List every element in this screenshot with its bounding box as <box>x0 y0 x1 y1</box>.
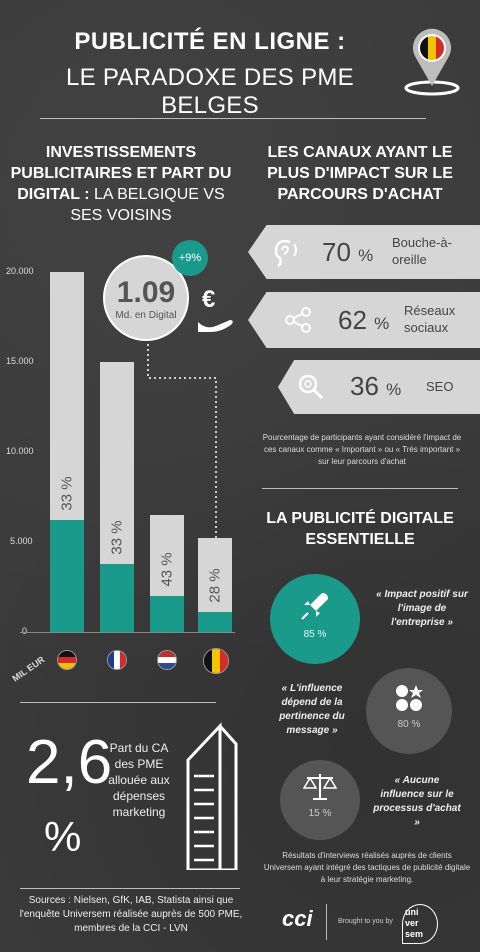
channel-pct: 36 % <box>350 371 402 401</box>
share-value: 2,6 <box>26 728 113 797</box>
y-tick: 10.000 <box>6 446 34 456</box>
sources-text: Sources : Nielsen, GfK, IAB, Statista ai… <box>19 895 243 934</box>
channels-title: LES CANAUX AYANT LE PLUS D'IMPACT SUR LE… <box>267 144 453 203</box>
shapes-circle: 80 % <box>366 668 452 754</box>
digital-highlight-circle: 1.09 Md. en Digital <box>103 255 189 341</box>
channels-note: Pourcentage de participants ayant consid… <box>262 433 462 466</box>
growth-badge: +9% <box>172 240 208 276</box>
rocket-icon <box>301 592 328 620</box>
cci-logo: cci <box>282 906 313 931</box>
investments-title-light: LA BELGIQUE VS SES VOISINS <box>70 186 225 224</box>
share-unit: % <box>44 813 82 860</box>
flag-netherlands-icon <box>157 650 177 670</box>
digital-highlight-value: 1.09 <box>116 275 176 309</box>
universem-logo: uni ver sem <box>402 904 438 944</box>
bar-data-label: 28 % <box>206 568 224 603</box>
bar-total: 33 % <box>100 362 134 632</box>
quote-no-influence: « Aucune influence sur le processus d'ac… <box>373 775 461 828</box>
ear-icon <box>268 234 302 275</box>
digital-note: Résultats d'interviews réalisés auprès d… <box>263 851 471 884</box>
brought-text: Brought to you by <box>338 918 393 925</box>
header-divider <box>40 118 426 119</box>
bar-digital <box>100 563 134 632</box>
digital-title: LA PUBLICITÉ DIGITALE ESSENTIELLE <box>266 510 454 548</box>
bar-chart: 20.000 15.000 10.000 5.000 0 MIL EUR 33 … <box>0 240 240 700</box>
scale-pct: 15 % <box>308 807 332 819</box>
rocket-pct: 85 % <box>303 628 327 640</box>
main-subtitle: LE PARADOXE DES PME BELGES <box>65 64 354 119</box>
shapes-pct: 80 % <box>397 718 421 730</box>
left-divider <box>20 702 216 703</box>
quote-image: « Impact positif sur l'image de l'entrep… <box>376 589 468 628</box>
digital-highlight-caption: Md. en Digital <box>115 309 177 321</box>
euro-icon: € <box>202 286 216 313</box>
channel-pct: 62 % <box>338 305 390 335</box>
scale-icon <box>303 773 337 800</box>
bar-digital <box>198 612 232 632</box>
quote-pertinence: « L'influence dépend de la pertinence du… <box>279 683 345 736</box>
growth-badge-text: +9% <box>178 252 202 264</box>
magnifier-icon <box>296 372 326 407</box>
footer-divider <box>20 888 240 889</box>
x-axis-line <box>20 632 235 633</box>
share-label: Part du CA des PME allouée aux dépenses … <box>108 741 170 819</box>
bar-digital <box>50 520 84 632</box>
shapes-icon <box>396 684 423 711</box>
channel-label: Réseaux sociaux <box>404 303 456 335</box>
rocket-circle: 85 % <box>270 574 360 664</box>
logo-separator <box>326 904 327 940</box>
bar-total: 28 % <box>198 538 232 632</box>
y-tick: 20.000 <box>6 266 34 276</box>
channel-label: SEO <box>426 379 454 394</box>
share-icon <box>284 306 312 339</box>
y-tick: 0 <box>22 626 28 636</box>
scale-circle: 15 % <box>280 760 360 840</box>
channel-pct: 70 % <box>322 237 374 267</box>
connector-line <box>147 344 217 540</box>
investments-title: INVESTISSEMENTS PUBLICITAIRES ET PART DU… <box>10 142 232 226</box>
flag-belgium-icon <box>203 648 229 674</box>
bar-total: 33 % <box>50 272 84 632</box>
bar-digital <box>150 596 184 632</box>
right-divider <box>262 488 458 489</box>
flag-germany-icon <box>57 650 77 670</box>
investments-title-bold: INVESTISSEMENTS PUBLICITAIRES ET PART DU… <box>10 144 232 203</box>
y-tick: 5.000 <box>10 536 33 546</box>
flag-france-icon <box>107 650 127 670</box>
building-icon <box>180 720 240 875</box>
hand-icon <box>196 318 236 339</box>
main-title: PUBLICITÉ EN LIGNE : <box>74 28 346 55</box>
bar-total: 43 % <box>150 515 184 632</box>
unit-label: MIL EUR <box>10 654 47 684</box>
belgium-pin-icon <box>402 24 462 96</box>
channel-label: Bouche-à-oreille <box>392 235 452 267</box>
y-tick: 15.000 <box>6 356 34 366</box>
channel-seo <box>278 360 480 414</box>
